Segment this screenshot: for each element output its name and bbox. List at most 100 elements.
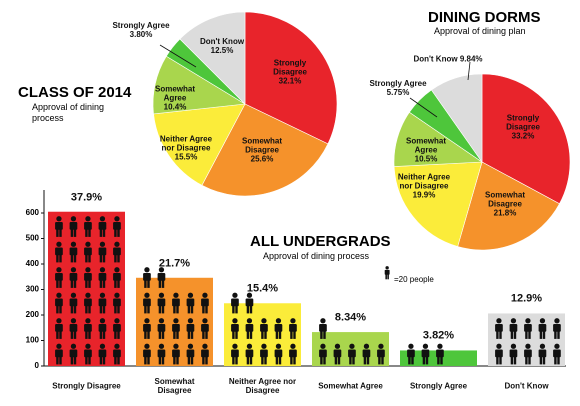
slice-category: Somewhat Agree bbox=[405, 136, 446, 155]
icon-leg bbox=[261, 331, 264, 339]
icon-leg bbox=[56, 305, 59, 314]
person-icon bbox=[377, 343, 385, 365]
person-icon bbox=[553, 343, 561, 365]
icon-head bbox=[70, 318, 77, 324]
icon-head bbox=[99, 216, 106, 222]
icon-head bbox=[554, 343, 560, 349]
icon-body bbox=[289, 349, 297, 358]
icon-leg bbox=[187, 331, 191, 339]
chart-subtitle: Approval of dining process bbox=[263, 251, 370, 261]
icon-body bbox=[98, 222, 107, 230]
icon-head bbox=[246, 343, 253, 349]
icon-body bbox=[69, 247, 78, 256]
icon-head bbox=[173, 318, 179, 324]
icon-leg bbox=[56, 229, 59, 237]
icon-body bbox=[69, 273, 78, 281]
icon-body bbox=[55, 324, 63, 332]
person-icon bbox=[538, 318, 547, 339]
icon-head bbox=[202, 343, 208, 349]
icon-head bbox=[70, 343, 77, 349]
slice-label: Somewhat Agree 10.5% bbox=[395, 137, 457, 164]
y-tick-label: 400 bbox=[26, 259, 40, 268]
pie-slice bbox=[179, 11, 246, 105]
icon-head bbox=[422, 343, 429, 349]
icon-head bbox=[56, 267, 62, 273]
icon-leg bbox=[56, 280, 59, 288]
icon-leg bbox=[246, 305, 250, 314]
icon-head bbox=[114, 267, 120, 273]
person-icon bbox=[201, 318, 209, 339]
person-icon bbox=[98, 241, 107, 263]
x-tick-label: Don't Know bbox=[504, 381, 549, 391]
chart-subtitle: Approval of dining plan bbox=[434, 26, 526, 36]
icon-leg bbox=[275, 356, 279, 365]
icon-leg bbox=[114, 356, 117, 365]
icon-body bbox=[157, 298, 166, 307]
icon-leg bbox=[437, 356, 440, 365]
person-icon bbox=[201, 292, 209, 314]
slice-label: Don't Know 12.5% bbox=[191, 37, 253, 55]
slice-category: Don't Know bbox=[413, 54, 458, 64]
icon-body bbox=[274, 349, 283, 358]
icon-leg bbox=[117, 280, 120, 288]
icon-body bbox=[377, 349, 385, 358]
icon-body bbox=[143, 298, 151, 307]
icon-head bbox=[202, 292, 208, 298]
icon-head bbox=[56, 216, 62, 222]
slice-value: 25.6% bbox=[250, 154, 274, 164]
icon-leg bbox=[554, 356, 557, 365]
slice-label: Strongly Agree 5.75% bbox=[367, 79, 429, 97]
icon-head bbox=[232, 318, 238, 324]
person-icon bbox=[113, 241, 121, 263]
person-icon bbox=[69, 216, 78, 237]
icon-body bbox=[55, 247, 63, 256]
icon-head bbox=[261, 343, 267, 349]
icon-leg bbox=[187, 305, 191, 314]
slice-label: Somewhat Disagree 21.8% bbox=[474, 191, 536, 218]
person-icon bbox=[509, 318, 518, 339]
icon-body bbox=[553, 349, 561, 358]
icon-leg bbox=[557, 331, 560, 339]
person-icon bbox=[55, 216, 63, 237]
icon-head bbox=[158, 267, 165, 273]
icon-leg bbox=[542, 356, 546, 365]
icon-body bbox=[84, 349, 92, 358]
person-icon bbox=[245, 292, 254, 314]
person-icon bbox=[84, 318, 92, 339]
icon-leg bbox=[73, 356, 77, 365]
icon-body bbox=[289, 324, 297, 332]
person-icon bbox=[98, 292, 107, 314]
icon-leg bbox=[144, 331, 147, 339]
x-tick-label: Somewhat Disagree bbox=[154, 377, 195, 395]
slice-label: Strongly Agree 3.80% bbox=[110, 21, 172, 39]
person-icon bbox=[362, 343, 371, 365]
person-icon bbox=[289, 343, 297, 365]
person-icon bbox=[157, 318, 166, 339]
person-icon bbox=[143, 318, 151, 339]
icon-head bbox=[539, 318, 546, 324]
person-icon bbox=[274, 343, 283, 365]
icon-leg bbox=[147, 305, 150, 314]
leader-line bbox=[467, 61, 471, 81]
icon-leg bbox=[117, 254, 120, 263]
icon-leg bbox=[411, 356, 414, 365]
person-icon bbox=[55, 241, 63, 263]
icon-body bbox=[84, 273, 92, 281]
icon-leg bbox=[366, 356, 370, 365]
x-tick-label: Somewhat Agree bbox=[318, 381, 383, 391]
person-icon bbox=[524, 343, 532, 365]
icon-head bbox=[290, 318, 296, 324]
icon-body bbox=[98, 298, 107, 307]
icon-leg bbox=[158, 356, 162, 365]
icon-leg bbox=[117, 331, 120, 339]
icon-leg bbox=[525, 331, 528, 339]
icon-head bbox=[85, 343, 91, 349]
icon-leg bbox=[85, 254, 88, 263]
icon-leg bbox=[88, 254, 91, 263]
slice-value: 19.9% bbox=[412, 190, 436, 200]
icon-leg bbox=[173, 331, 176, 339]
person-icon bbox=[186, 292, 195, 314]
icon-leg bbox=[349, 356, 352, 365]
icon-body bbox=[260, 349, 268, 358]
person-icon bbox=[245, 318, 254, 339]
